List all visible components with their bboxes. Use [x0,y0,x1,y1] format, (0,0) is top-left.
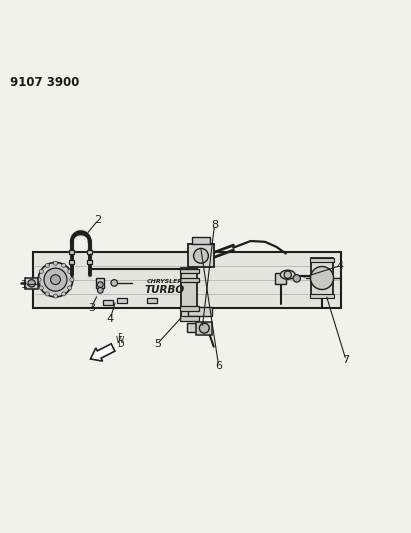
Circle shape [53,261,58,265]
Circle shape [111,280,118,286]
Circle shape [97,287,103,293]
Circle shape [39,286,43,290]
Bar [33,252,341,308]
Bar [69,260,74,264]
Circle shape [194,248,208,263]
Bar [180,306,199,311]
Circle shape [68,269,72,273]
Bar [196,321,212,335]
Circle shape [284,271,291,278]
Text: W: W [116,336,124,345]
Circle shape [53,294,58,298]
Circle shape [311,266,333,289]
Bar [25,278,38,289]
Circle shape [62,292,66,296]
Circle shape [28,280,35,287]
Bar [187,323,197,332]
Text: D: D [117,340,123,349]
Text: 3: 3 [88,303,95,312]
FancyArrow shape [90,344,115,361]
Circle shape [38,262,73,297]
Text: 5: 5 [154,339,161,349]
Circle shape [199,323,209,333]
Bar [96,278,104,288]
Text: 1: 1 [21,280,28,290]
Bar [275,273,286,284]
Text: 4: 4 [337,261,344,271]
Text: 8: 8 [211,220,218,230]
Bar [188,307,212,316]
Bar [117,298,127,303]
Text: F: F [118,333,122,342]
Bar [103,300,113,305]
Bar [181,268,197,321]
Text: 7: 7 [342,355,350,365]
Bar [69,249,74,254]
Circle shape [44,268,67,291]
Bar [192,237,210,244]
Bar [180,278,199,282]
Bar [87,249,92,254]
Text: 6: 6 [215,361,222,371]
Circle shape [45,292,49,296]
Bar [311,259,333,298]
Text: 2: 2 [94,215,102,225]
Circle shape [39,269,43,273]
Circle shape [37,278,41,282]
Circle shape [62,263,66,268]
Circle shape [45,263,49,268]
Bar [310,259,334,262]
Bar [180,316,199,321]
Bar [147,298,157,303]
Bar [180,269,199,273]
Circle shape [68,286,72,290]
Text: TURBO: TURBO [144,285,185,295]
Circle shape [70,278,74,282]
Text: 4: 4 [106,314,114,324]
Bar [188,244,214,268]
Text: CHRYSLER: CHRYSLER [146,279,182,284]
Circle shape [97,282,103,287]
Bar [87,260,92,264]
Text: 9107 3900: 9107 3900 [10,76,80,89]
Circle shape [293,274,300,282]
Ellipse shape [280,270,295,279]
Bar [310,294,334,298]
Circle shape [51,274,60,285]
